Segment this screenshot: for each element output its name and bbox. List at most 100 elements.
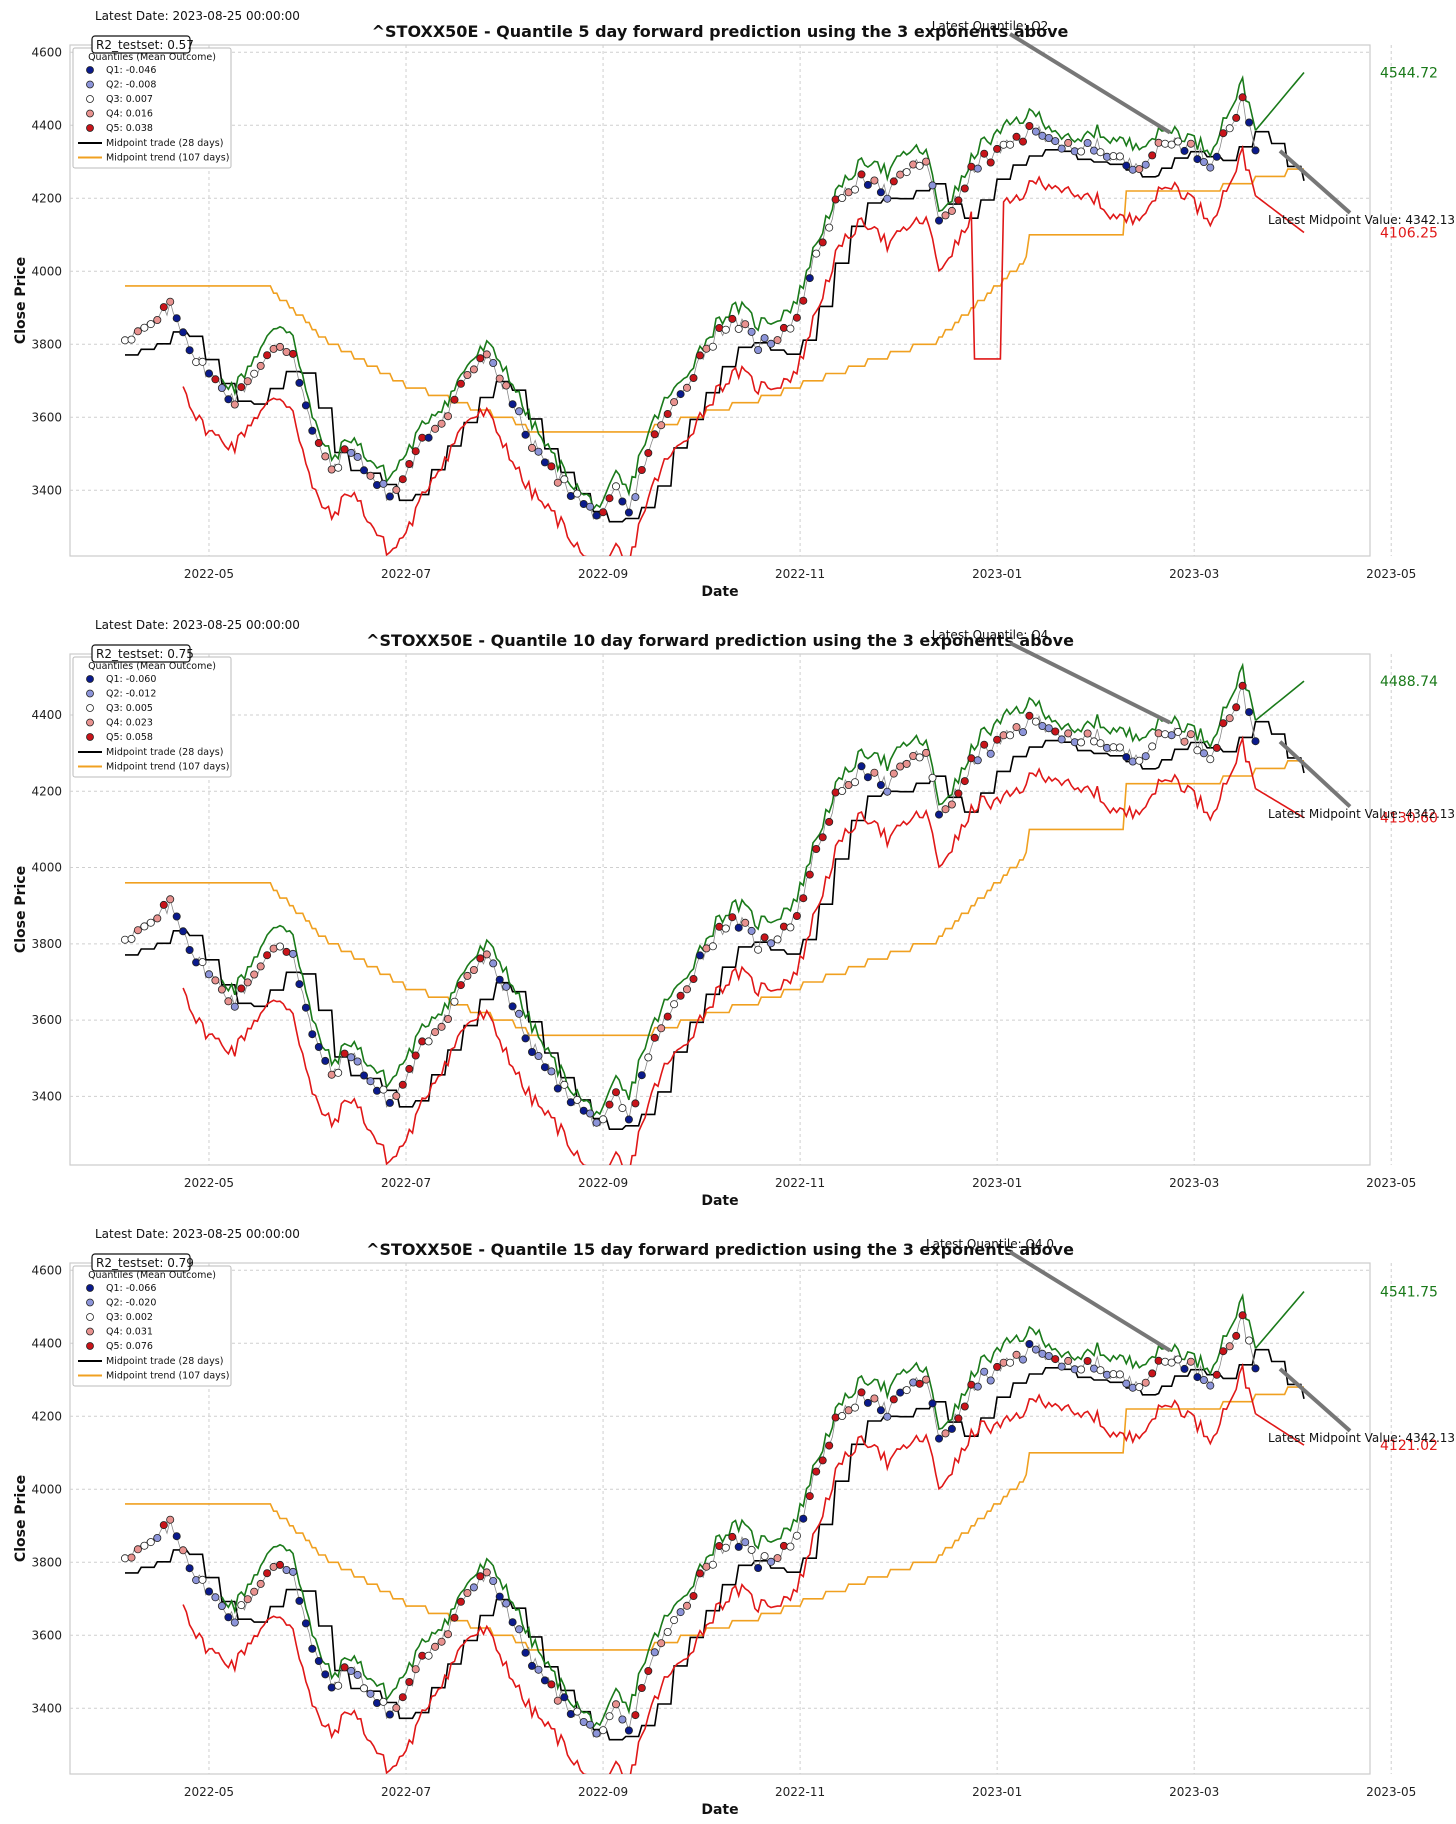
quantile-point	[760, 334, 769, 343]
quantile-point	[683, 1601, 692, 1610]
r2-label: R2_testset: 0.79	[96, 1256, 194, 1270]
quantile-point	[889, 177, 898, 186]
quantile-point	[1128, 757, 1137, 766]
y-axis-label: Close Price	[13, 866, 29, 953]
quantile-point	[1161, 730, 1170, 739]
legend-label: Q5: 0.038	[106, 123, 153, 134]
legend-marker	[86, 1313, 94, 1321]
lower-forward-line	[1255, 195, 1305, 234]
quantile-point	[657, 421, 666, 430]
quantile-point	[960, 1402, 969, 1411]
quantile-point	[993, 1362, 1002, 1371]
quantile-point	[502, 982, 511, 991]
quantile-point	[1206, 163, 1215, 172]
quantile-point	[754, 945, 763, 954]
quantile-point	[237, 984, 246, 993]
quantile-point	[941, 211, 950, 220]
quantile-point	[327, 1683, 336, 1692]
quantile-point	[1051, 1355, 1060, 1364]
quantile-point	[288, 949, 297, 958]
quantile-point	[1232, 113, 1241, 122]
y-tick-label: 4400	[31, 1336, 62, 1350]
quantile-point	[1057, 1362, 1066, 1371]
quantile-point	[1044, 724, 1053, 733]
quantile-point	[805, 870, 814, 879]
quantile-point	[295, 378, 304, 387]
quantile-point	[431, 424, 440, 433]
quantile-point	[876, 188, 885, 197]
quantile-point	[870, 176, 879, 185]
quantile-point	[734, 324, 743, 333]
quantile-point	[392, 1703, 401, 1712]
quantile-point	[340, 1049, 349, 1058]
quantile-point	[301, 401, 310, 410]
quantile-point	[140, 323, 149, 332]
quantile-point	[528, 1047, 537, 1056]
quantile-point	[121, 935, 130, 944]
quantile-point	[876, 1406, 885, 1415]
legend-marker	[86, 109, 94, 118]
quantile-point	[1044, 1351, 1053, 1360]
quantile-point	[941, 805, 950, 814]
quantile-point	[767, 939, 776, 948]
quantile-point	[779, 922, 788, 931]
quantile-point	[702, 344, 711, 353]
quantile-point	[1180, 737, 1189, 746]
quantile-point	[1251, 1364, 1260, 1373]
quantile-point	[1238, 93, 1247, 102]
quantile-point	[1225, 714, 1234, 723]
upper-band-line	[221, 1293, 1257, 1729]
quantile-point	[670, 1000, 679, 1009]
quantile-point	[747, 327, 756, 336]
quantile-point	[321, 1056, 330, 1065]
quantile-point	[1012, 723, 1021, 732]
quantile-point	[644, 1666, 653, 1675]
legend-marker	[86, 1284, 94, 1292]
quantile-point	[947, 206, 956, 215]
quantile-point	[851, 1403, 860, 1412]
legend-title: Quantiles (Mean Outcome)	[88, 661, 216, 672]
y-tick-label: 3800	[31, 1555, 62, 1569]
quantile-point	[127, 335, 136, 344]
quantile-point	[941, 1429, 950, 1438]
quantile-point	[663, 409, 672, 418]
quantile-point	[243, 978, 252, 987]
quantile-point	[799, 296, 808, 305]
quantile-point	[185, 346, 194, 355]
legend-marker	[86, 675, 94, 683]
quantile-point	[980, 740, 989, 749]
quantile-point	[166, 297, 175, 306]
quantile-point	[1006, 1358, 1015, 1367]
quantile-point	[301, 1003, 310, 1012]
quantile-point	[385, 492, 394, 501]
quantile-point	[1141, 160, 1150, 169]
quantile-point	[250, 1587, 259, 1596]
quantile-point	[528, 443, 537, 452]
quantile-point	[967, 754, 976, 763]
quantile-point	[179, 328, 188, 337]
trend-line	[125, 760, 1304, 1037]
quantile-point	[702, 1562, 711, 1571]
quantile-point	[696, 951, 705, 960]
quantile-point	[831, 195, 840, 204]
legend-label: Q1: -0.060	[106, 674, 156, 685]
quantile-point	[250, 970, 259, 979]
quantile-point	[456, 981, 465, 990]
x-tick-label: 2022-05	[184, 567, 234, 581]
quantile-point	[1238, 681, 1247, 690]
quantile-point	[902, 759, 911, 768]
quantile-point	[599, 1726, 608, 1735]
quantile-point	[993, 735, 1002, 744]
quantile-point	[1245, 118, 1254, 127]
quantile-point	[385, 1098, 394, 1107]
x-tick-label: 2022-07	[381, 1176, 431, 1190]
r2-label-box: R2_testset: 0.57	[91, 35, 194, 54]
chart-1: 3400 3600 3800 4000 4200 4400 4600 2022-05 2022-…	[13, 9, 1455, 600]
quantile-point	[450, 1613, 459, 1622]
quantile-point	[1083, 1356, 1092, 1365]
quantile-point	[534, 1665, 543, 1674]
quantile-point	[263, 351, 272, 360]
quantile-point	[347, 1053, 356, 1062]
quantile-point	[857, 170, 866, 179]
quantile-point	[528, 1661, 537, 1670]
